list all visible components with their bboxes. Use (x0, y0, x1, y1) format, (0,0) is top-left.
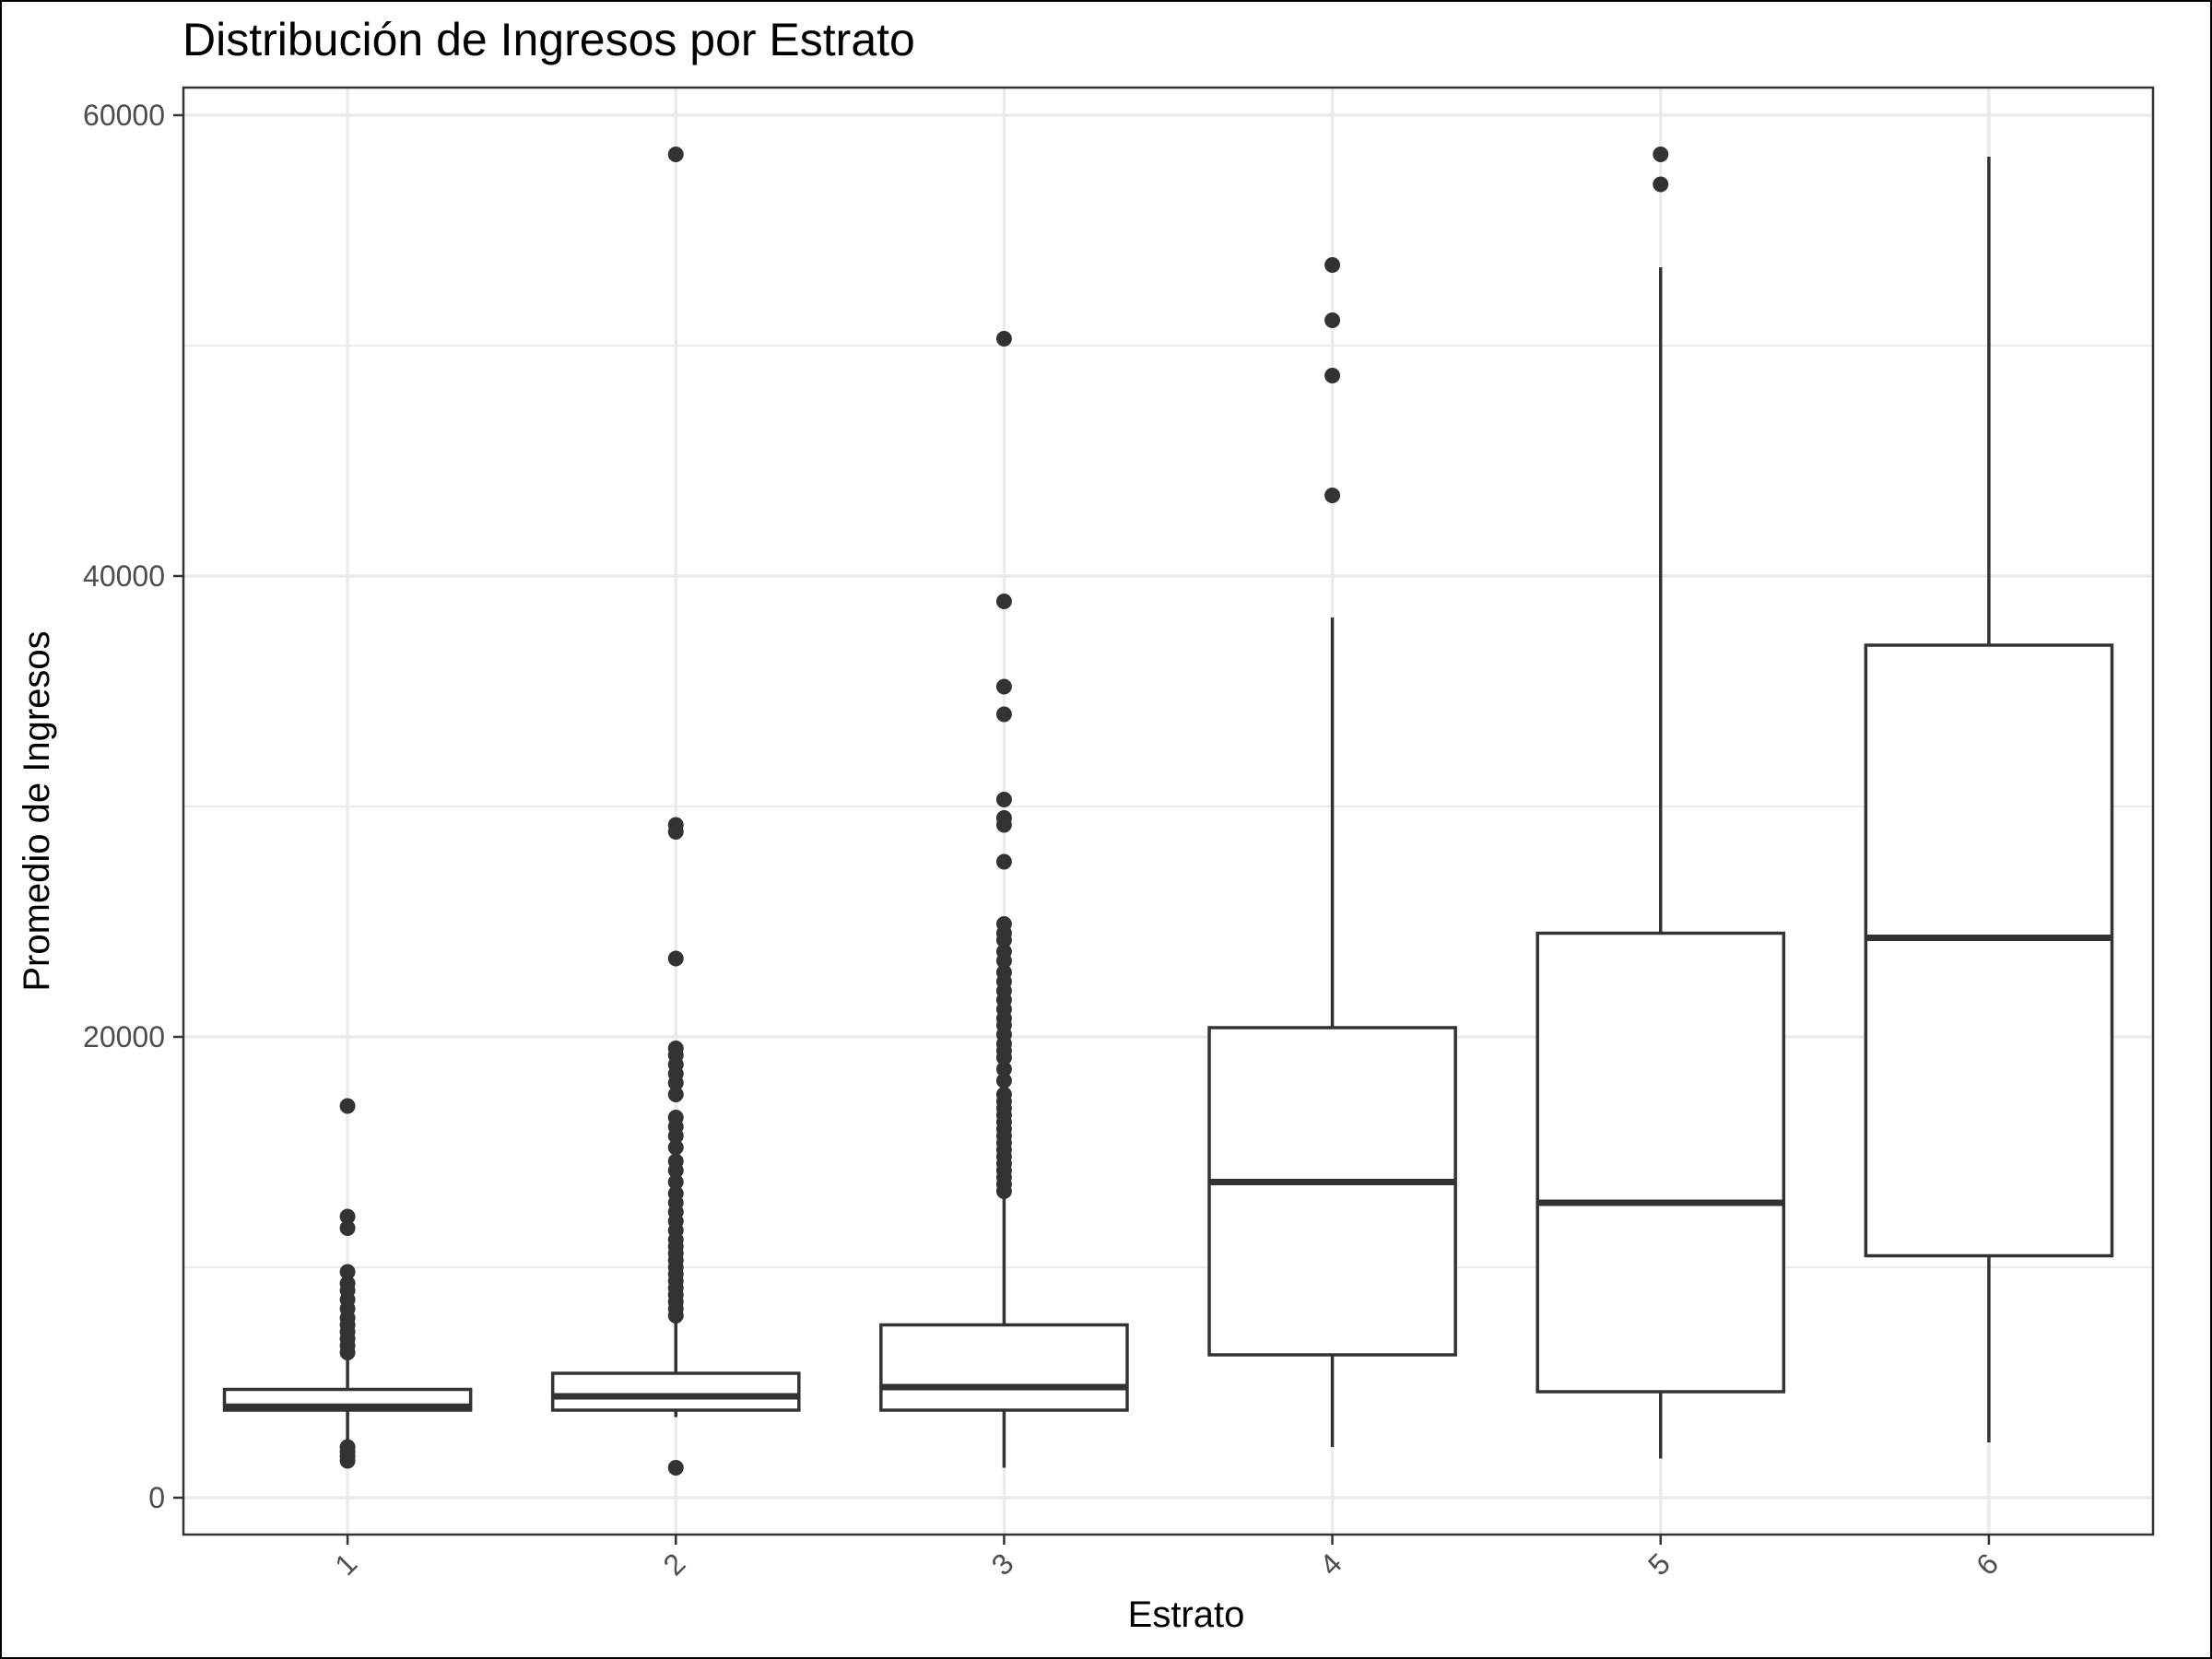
outlier-point (339, 1439, 356, 1455)
box-estrato-1 (222, 1098, 473, 1469)
x-tick-label: 2 (656, 1547, 691, 1582)
outlier-point (995, 331, 1012, 347)
y-tick-label: 60000 (83, 99, 165, 132)
outlier-point (339, 1208, 356, 1225)
outlier-point (995, 944, 1012, 959)
outlier-point (1324, 368, 1341, 383)
iqr-box (879, 1323, 1129, 1412)
x-tick-label: 6 (1970, 1547, 2005, 1582)
outlier-point (995, 916, 1012, 932)
outlier-point (339, 1220, 356, 1236)
grid-lines (183, 88, 2153, 1535)
panel-border (182, 86, 2155, 1536)
outlier-point (995, 678, 1012, 695)
outlier-point (339, 1276, 356, 1291)
y-tick-label: 40000 (83, 559, 165, 593)
outlier-point (995, 810, 1012, 826)
outlier-point (339, 1098, 356, 1114)
outlier-point (667, 1087, 684, 1102)
chart-title: Distribución de Ingresos por Estrato (182, 14, 915, 65)
outlier-point (667, 817, 684, 833)
outlier-point (1653, 147, 1669, 162)
box-layer (222, 147, 2114, 1476)
outlier-point (667, 1139, 684, 1156)
outlier-point (1653, 176, 1669, 193)
outlier-point (667, 1460, 684, 1476)
outlier-point (667, 950, 684, 967)
x-axis-title: Estrato (1128, 1594, 1245, 1635)
x-tick-label: 3 (985, 1547, 1020, 1582)
y-tick-label: 20000 (83, 1020, 165, 1053)
y-tick-label: 0 (148, 1481, 165, 1514)
outlier-point (667, 1174, 684, 1190)
outlier-point (995, 853, 1012, 870)
outlier-point (667, 1110, 684, 1125)
outlier-point (1324, 488, 1341, 503)
outlier-point (995, 1073, 1012, 1088)
outlier-point (995, 706, 1012, 723)
outlier-point (667, 1041, 684, 1056)
x-tick-label: 1 (328, 1547, 363, 1582)
outlier-point (995, 594, 1012, 609)
outlier-point (667, 147, 684, 162)
outlier-point (339, 1264, 356, 1280)
x-tick-label: 4 (1313, 1547, 1348, 1582)
iqr-box (1207, 1026, 1457, 1357)
outlier-point (1324, 312, 1341, 328)
outlier-point (1324, 257, 1341, 273)
outlier-point (667, 1153, 684, 1170)
box-estrato-4 (1207, 257, 1457, 1447)
outlier-point (995, 792, 1012, 807)
y-axis-title: Promedio de Ingresos (17, 630, 57, 991)
outlier-point (995, 1061, 1012, 1077)
box-estrato-5 (1535, 147, 1786, 1459)
x-tick-label: 5 (1641, 1547, 1677, 1582)
box-estrato-3 (879, 331, 1129, 1468)
box-estrato-2 (550, 147, 801, 1476)
outlier-point (667, 1185, 684, 1202)
iqr-box (1864, 643, 2114, 1258)
box-estrato-6 (1864, 157, 2114, 1442)
outlier-point (995, 964, 1012, 981)
iqr-box (1535, 931, 1786, 1394)
iqr-box (550, 1371, 801, 1412)
outlier-point (995, 1087, 1012, 1102)
